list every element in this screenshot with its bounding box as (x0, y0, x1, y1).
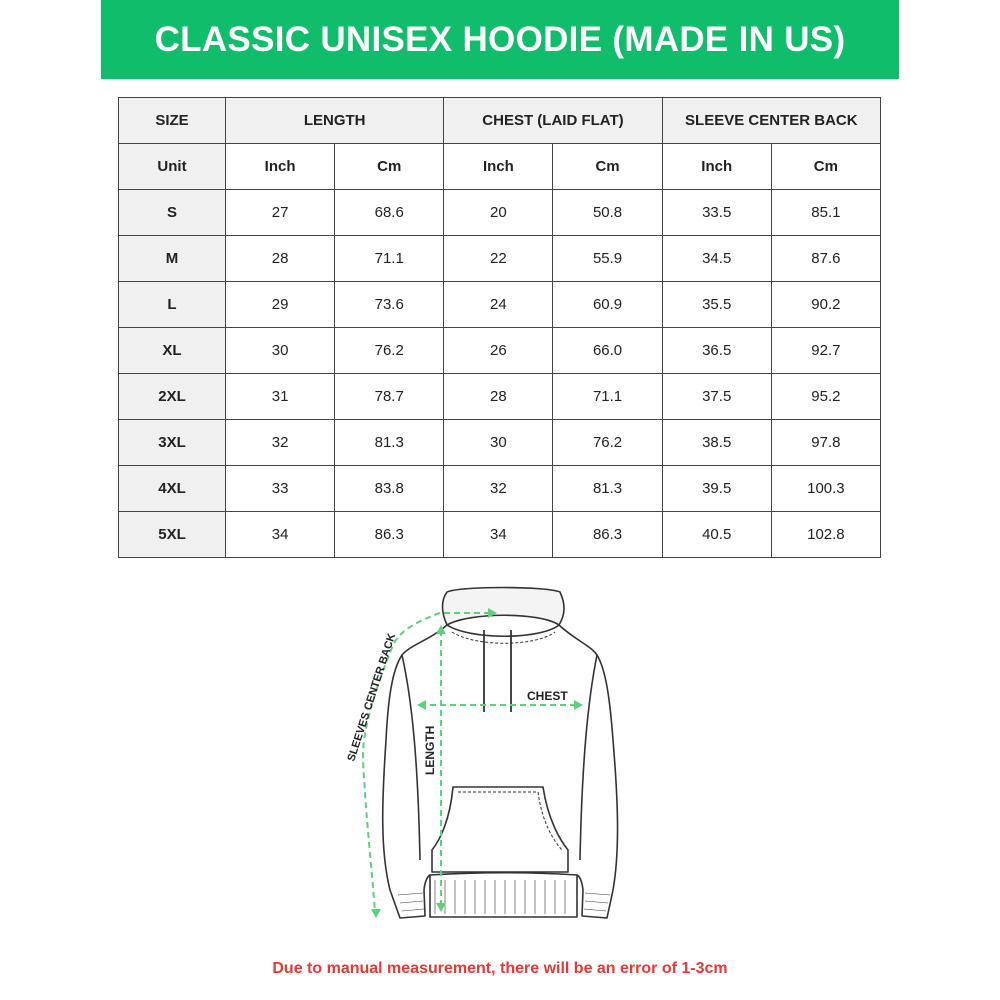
hoodie-outline (381, 586, 619, 919)
table-row: 4XL 33 83.8 32 81.3 39.5 100.3 (118, 465, 882, 512)
title-banner: CLASSIC UNISEX HOODIE (MADE IN US) (101, 0, 899, 79)
size-cell: 4XL (118, 465, 226, 512)
unit-cell: Cm (770, 143, 882, 190)
value-cell: 40.5 (661, 511, 772, 558)
value-cell: 28 (443, 373, 554, 420)
unit-cell: Inch (443, 143, 554, 190)
value-cell: 32 (443, 465, 554, 512)
header-chest: CHEST (LAID FLAT) (443, 97, 663, 144)
size-cell: L (118, 281, 226, 328)
value-cell: 76.2 (334, 327, 445, 374)
value-cell: 87.6 (770, 235, 882, 282)
size-cell: 2XL (118, 373, 226, 420)
value-cell: 35.5 (661, 281, 772, 328)
header-sleeve: SLEEVE CENTER BACK (661, 97, 882, 144)
size-cell: M (118, 235, 226, 282)
value-cell: 34 (224, 511, 336, 558)
value-cell: 71.1 (552, 373, 663, 420)
size-cell: S (118, 189, 226, 236)
arrow-right-icon (574, 700, 583, 710)
table-row: 5XL 34 86.3 34 86.3 40.5 102.8 (118, 511, 882, 558)
unit-row: Unit Inch Cm Inch Cm Inch Cm (118, 143, 882, 190)
value-cell: 20 (443, 189, 554, 236)
table-header-row: SIZE LENGTH CHEST (LAID FLAT) SLEEVE CEN… (118, 97, 882, 144)
value-cell: 71.1 (334, 235, 445, 282)
table-row: M 28 71.1 22 55.9 34.5 87.6 (118, 235, 882, 282)
value-cell: 86.3 (552, 511, 663, 558)
value-cell: 60.9 (552, 281, 663, 328)
arrow-heads (371, 608, 583, 918)
value-cell: 83.8 (334, 465, 445, 512)
value-cell: 85.1 (770, 189, 882, 236)
unit-cell: Inch (224, 143, 336, 190)
header-size: SIZE (118, 97, 226, 144)
measurement-lines (361, 612, 578, 913)
table-row: 3XL 32 81.3 30 76.2 38.5 97.8 (118, 419, 882, 466)
value-cell: 30 (443, 419, 554, 466)
unit-cell: Cm (552, 143, 663, 190)
page-title: CLASSIC UNISEX HOODIE (MADE IN US) (154, 19, 846, 59)
value-cell: 81.3 (334, 419, 445, 466)
sleeve-measure-line (361, 612, 490, 913)
size-cell: XL (118, 327, 226, 374)
value-cell: 31 (224, 373, 336, 420)
arrow-down-icon (436, 903, 446, 912)
value-cell: 37.5 (661, 373, 772, 420)
chest-label: CHEST (527, 689, 568, 703)
value-cell: 39.5 (661, 465, 772, 512)
unit-cell: Cm (334, 143, 445, 190)
value-cell: 34 (443, 511, 554, 558)
value-cell: 30 (224, 327, 336, 374)
value-cell: 100.3 (770, 465, 882, 512)
length-label: LENGTH (423, 726, 437, 775)
arrow-up-icon (436, 625, 446, 634)
value-cell: 26 (443, 327, 554, 374)
value-cell: 86.3 (334, 511, 445, 558)
table-row: 2XL 31 78.7 28 71.1 37.5 95.2 (118, 373, 882, 420)
arrow-left-icon (417, 700, 426, 710)
arrow-right-icon (488, 608, 497, 618)
value-cell: 92.7 (770, 327, 882, 374)
table-row: L 29 73.6 24 60.9 35.5 90.2 (118, 281, 882, 328)
header-length: LENGTH (224, 97, 445, 144)
value-cell: 102.8 (770, 511, 882, 558)
value-cell: 68.6 (334, 189, 445, 236)
arrow-down-icon (371, 909, 381, 918)
unit-cell: Inch (661, 143, 772, 190)
unit-label: Unit (118, 143, 226, 190)
measurement-note: Due to manual measurement, there will be… (272, 960, 728, 977)
size-table: SIZE LENGTH CHEST (LAID FLAT) SLEEVE CEN… (118, 97, 882, 558)
